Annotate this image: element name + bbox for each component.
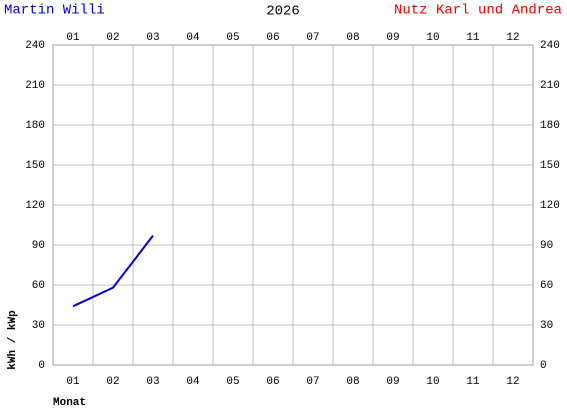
- y-tick-label-right: 90: [540, 240, 553, 252]
- x-tick-label: 03: [146, 376, 159, 388]
- x-tick-label: 09: [386, 376, 399, 388]
- x-tick-label: 11: [466, 376, 480, 388]
- y-tick-label-right: 240: [540, 40, 560, 52]
- x-tick-label-top: 05: [226, 32, 239, 44]
- x-tick-label-top: 02: [106, 32, 119, 44]
- y-tick-label-right: 150: [540, 160, 560, 172]
- x-tick-label: 02: [106, 376, 119, 388]
- data-line: [72, 235, 154, 308]
- x-tick-label-top: 07: [306, 32, 319, 44]
- x-tick-label-top: 04: [186, 32, 200, 44]
- y-tick-label-right: 180: [540, 120, 560, 132]
- y-tick-label-right: 30: [540, 320, 553, 332]
- x-tick-label-top: 11: [466, 32, 480, 44]
- y-tick-label: 0: [38, 360, 45, 372]
- right-title: Nutz Karl und Andrea: [394, 3, 562, 19]
- x-tick-label: 10: [426, 376, 439, 388]
- y-tick-label: 90: [32, 240, 45, 252]
- y-tick-label: 180: [25, 120, 45, 132]
- y-tick-label-right: 0: [540, 360, 547, 372]
- x-tick-label-top: 06: [266, 32, 279, 44]
- y-tick-label-right: 210: [540, 80, 560, 92]
- x-tick-label-top: 03: [146, 32, 159, 44]
- x-axis-label: Monat: [53, 397, 86, 409]
- plot-frame: [52, 44, 534, 366]
- y-tick-label: 240: [25, 40, 45, 52]
- x-tick-label: 04: [186, 376, 200, 388]
- x-tick-label-top: 10: [426, 32, 439, 44]
- chart-title: 2026: [266, 4, 300, 20]
- x-tick-label-top: 12: [506, 32, 519, 44]
- y-tick-label: 60: [32, 280, 45, 292]
- x-tick-label: 06: [266, 376, 279, 388]
- x-tick-label: 12: [506, 376, 519, 388]
- x-tick-label: 08: [346, 376, 359, 388]
- x-tick-label-top: 01: [66, 32, 80, 44]
- y-tick-label-right: 120: [540, 200, 560, 212]
- y-tick-label: 210: [25, 80, 45, 92]
- y-axis-label: kWh / kWp: [7, 310, 19, 370]
- x-tick-label: 01: [66, 376, 80, 388]
- x-tick-label: 07: [306, 376, 319, 388]
- y-tick-label-right: 60: [540, 280, 553, 292]
- x-tick-label-top: 09: [386, 32, 399, 44]
- y-tick-label: 30: [32, 320, 45, 332]
- x-tick-label: 05: [226, 376, 239, 388]
- left-title: Martin Willi: [4, 3, 105, 19]
- y-tick-label: 150: [25, 160, 45, 172]
- y-tick-label: 120: [25, 200, 45, 212]
- x-tick-label-top: 08: [346, 32, 359, 44]
